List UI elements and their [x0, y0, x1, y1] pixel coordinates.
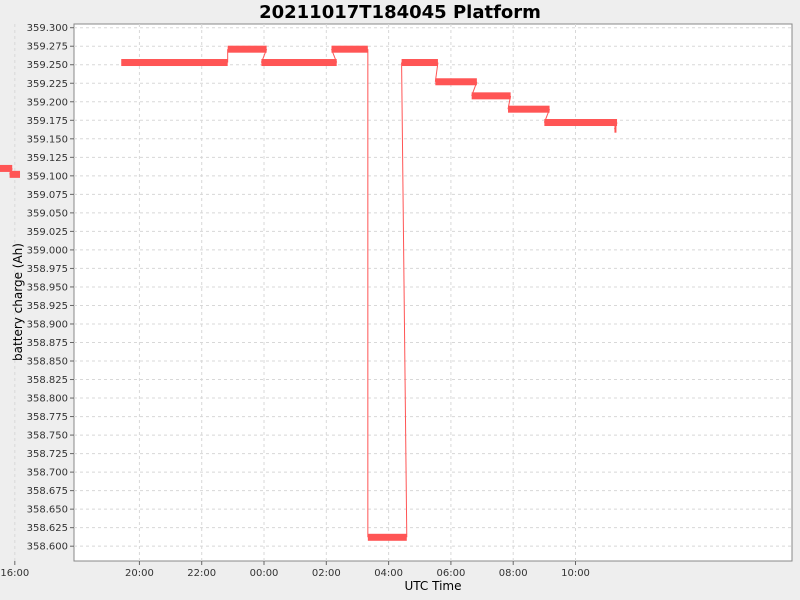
y-tick-label: 358.975	[27, 264, 68, 275]
x-tick-label: 02:00	[312, 568, 341, 579]
x-tick-label: 08:00	[499, 568, 528, 579]
x-tick-label: 06:00	[436, 568, 465, 579]
data-segment	[508, 105, 550, 113]
data-segment	[614, 125, 617, 133]
y-tick-label: 358.825	[27, 375, 68, 386]
data-segment	[367, 533, 407, 541]
y-tick-label: 359.050	[27, 208, 68, 219]
y-tick-label: 358.600	[27, 542, 68, 553]
y-tick-label: 359.175	[27, 116, 68, 127]
y-tick-label: 359.150	[27, 134, 68, 145]
data-segment	[9, 170, 21, 178]
x-tick-label: 00:00	[250, 568, 279, 579]
y-tick-label: 359.250	[27, 60, 68, 71]
y-tick-label: 359.025	[27, 227, 68, 238]
x-axis-ticks: 20:00 22:00 00:00 02:00 04:00 06:00 08:00 10:00…	[0, 561, 590, 579]
y-tick-label: 358.650	[27, 505, 68, 516]
chart-title: 20211017T184045 Platform	[259, 2, 541, 23]
y-axis-label: battery charge (Ah)	[11, 243, 25, 361]
data-segment	[544, 119, 618, 127]
y-axis-ticks: 359.300 359.275 359.250 359.225 359.200 359.1…	[27, 23, 74, 553]
y-tick-label: 358.925	[27, 301, 68, 312]
y-tick-label: 358.800	[27, 394, 68, 405]
data-segment	[261, 59, 337, 67]
y-tick-label: 359.075	[27, 190, 68, 201]
y-tick-label: 359.300	[27, 23, 68, 34]
series-layer	[0, 45, 618, 541]
y-tick-label: 358.675	[27, 486, 68, 497]
y-tick-label: 358.700	[27, 468, 68, 479]
y-tick-label: 359.225	[27, 79, 68, 90]
y-tick-label: 358.950	[27, 282, 68, 293]
plot-area	[73, 23, 793, 562]
x-tick-label: 16:00	[0, 568, 29, 579]
x-tick-label: 04:00	[374, 568, 403, 579]
x-tick-label: 10:00	[561, 568, 590, 579]
y-tick-label: 358.900	[27, 319, 68, 330]
x-axis-label: UTC Time	[405, 579, 462, 593]
x-tick-label: 20:00	[125, 568, 154, 579]
y-tick-label: 358.875	[27, 338, 68, 349]
series-connector	[401, 62, 408, 538]
data-segment	[401, 59, 438, 67]
y-tick-label: 359.000	[27, 245, 68, 256]
y-tick-label: 358.625	[27, 523, 68, 534]
data-segment	[121, 59, 228, 67]
data-segment	[471, 92, 511, 100]
data-segment	[0, 164, 13, 172]
y-tick-label: 358.725	[27, 449, 68, 460]
x-tick-label: 22:00	[187, 568, 216, 579]
data-segment	[227, 45, 267, 53]
data-segment	[331, 45, 368, 53]
y-tick-label: 359.275	[27, 42, 68, 53]
y-tick-label: 359.200	[27, 97, 68, 108]
y-tick-label: 359.125	[27, 153, 68, 164]
y-tick-label: 358.750	[27, 431, 68, 442]
y-tick-label: 358.775	[27, 412, 68, 423]
y-tick-label: 359.100	[27, 171, 68, 182]
y-tick-label: 358.850	[27, 357, 68, 368]
data-segment	[435, 78, 477, 86]
